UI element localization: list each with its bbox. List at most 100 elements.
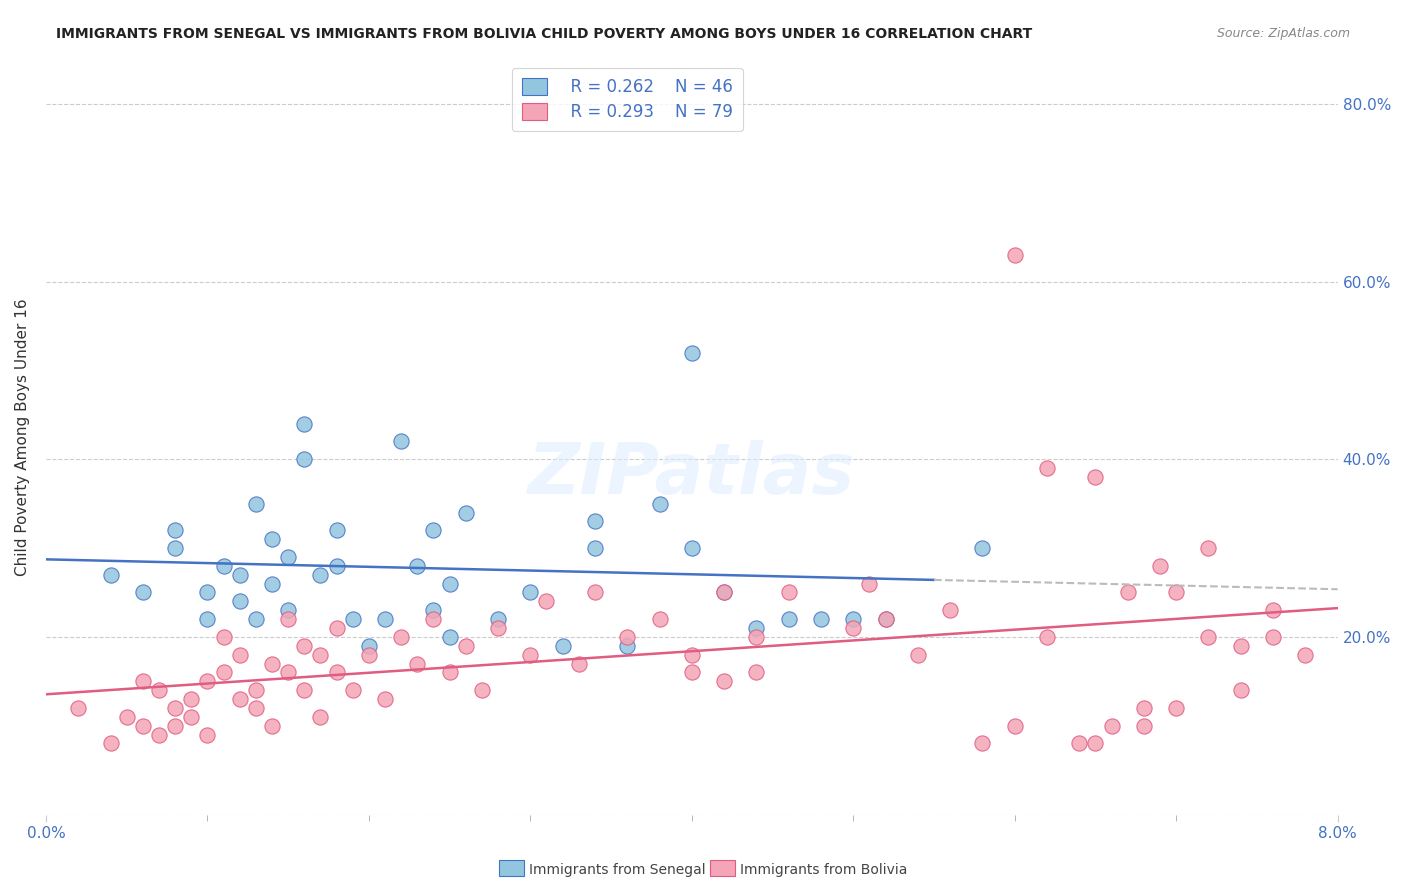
Point <box>277 603 299 617</box>
Point <box>422 524 444 538</box>
Point <box>616 639 638 653</box>
Point <box>374 692 396 706</box>
Point <box>439 665 461 680</box>
Point <box>165 541 187 555</box>
Point <box>1229 639 1251 653</box>
Point <box>292 683 315 698</box>
Point <box>132 585 155 599</box>
Point <box>1004 719 1026 733</box>
Text: Source: ZipAtlas.com: Source: ZipAtlas.com <box>1216 27 1350 40</box>
Point <box>745 630 768 644</box>
Point <box>778 612 800 626</box>
Point <box>165 701 187 715</box>
Point <box>100 567 122 582</box>
Point <box>681 541 703 555</box>
Point <box>325 621 347 635</box>
Point <box>1036 461 1059 475</box>
Point <box>197 612 219 626</box>
Point <box>325 558 347 573</box>
Point <box>277 612 299 626</box>
Point <box>583 515 606 529</box>
Point <box>406 558 429 573</box>
Point <box>616 630 638 644</box>
Point <box>568 657 591 671</box>
Point <box>648 497 671 511</box>
Point <box>486 621 509 635</box>
Point <box>1149 558 1171 573</box>
Point <box>439 576 461 591</box>
Point <box>180 710 202 724</box>
Point <box>713 674 735 689</box>
Point <box>1036 630 1059 644</box>
Point <box>292 417 315 431</box>
Point <box>132 674 155 689</box>
Point <box>67 701 90 715</box>
Point <box>1084 470 1107 484</box>
Point <box>648 612 671 626</box>
Point <box>148 683 170 698</box>
Point <box>1116 585 1139 599</box>
Point <box>260 657 283 671</box>
Point <box>745 621 768 635</box>
Point <box>197 674 219 689</box>
Point <box>972 736 994 750</box>
Point <box>875 612 897 626</box>
Point <box>245 701 267 715</box>
Point <box>1166 701 1188 715</box>
Point <box>471 683 494 698</box>
Point <box>325 665 347 680</box>
Legend:   R = 0.262    N = 46,   R = 0.293    N = 79: R = 0.262 N = 46, R = 0.293 N = 79 <box>512 68 742 131</box>
Text: Immigrants from Bolivia: Immigrants from Bolivia <box>740 863 907 877</box>
Point <box>132 719 155 733</box>
Point <box>1261 603 1284 617</box>
Point <box>260 576 283 591</box>
Point <box>875 612 897 626</box>
Point <box>454 639 477 653</box>
Point <box>212 665 235 680</box>
Point <box>1229 683 1251 698</box>
Point <box>842 612 865 626</box>
Point <box>519 585 541 599</box>
Point <box>197 728 219 742</box>
Y-axis label: Child Poverty Among Boys Under 16: Child Poverty Among Boys Under 16 <box>15 298 30 576</box>
Point <box>1084 736 1107 750</box>
Point <box>245 683 267 698</box>
Point <box>228 567 250 582</box>
Point <box>1101 719 1123 733</box>
Point <box>180 692 202 706</box>
Point <box>439 630 461 644</box>
Point <box>342 612 364 626</box>
Point <box>342 683 364 698</box>
Point <box>212 558 235 573</box>
Point <box>277 549 299 564</box>
Point <box>1166 585 1188 599</box>
Point <box>486 612 509 626</box>
Point <box>197 585 219 599</box>
Point <box>100 736 122 750</box>
Point <box>292 639 315 653</box>
Point <box>292 452 315 467</box>
Point <box>583 541 606 555</box>
Point <box>713 585 735 599</box>
Point <box>260 719 283 733</box>
Point <box>1133 719 1156 733</box>
Text: ZIPatlas: ZIPatlas <box>529 441 855 509</box>
Point <box>972 541 994 555</box>
Point <box>858 576 880 591</box>
Text: IMMIGRANTS FROM SENEGAL VS IMMIGRANTS FROM BOLIVIA CHILD POVERTY AMONG BOYS UNDE: IMMIGRANTS FROM SENEGAL VS IMMIGRANTS FR… <box>56 27 1032 41</box>
Point <box>357 639 380 653</box>
Point <box>536 594 558 608</box>
Point <box>745 665 768 680</box>
Point <box>681 648 703 662</box>
Point <box>357 648 380 662</box>
Point <box>277 665 299 680</box>
Point <box>115 710 138 724</box>
Point <box>374 612 396 626</box>
Point <box>1261 630 1284 644</box>
Text: Immigrants from Senegal: Immigrants from Senegal <box>529 863 706 877</box>
Point <box>1294 648 1316 662</box>
Point <box>1198 630 1220 644</box>
Point <box>583 585 606 599</box>
Point <box>406 657 429 671</box>
Point <box>165 719 187 733</box>
